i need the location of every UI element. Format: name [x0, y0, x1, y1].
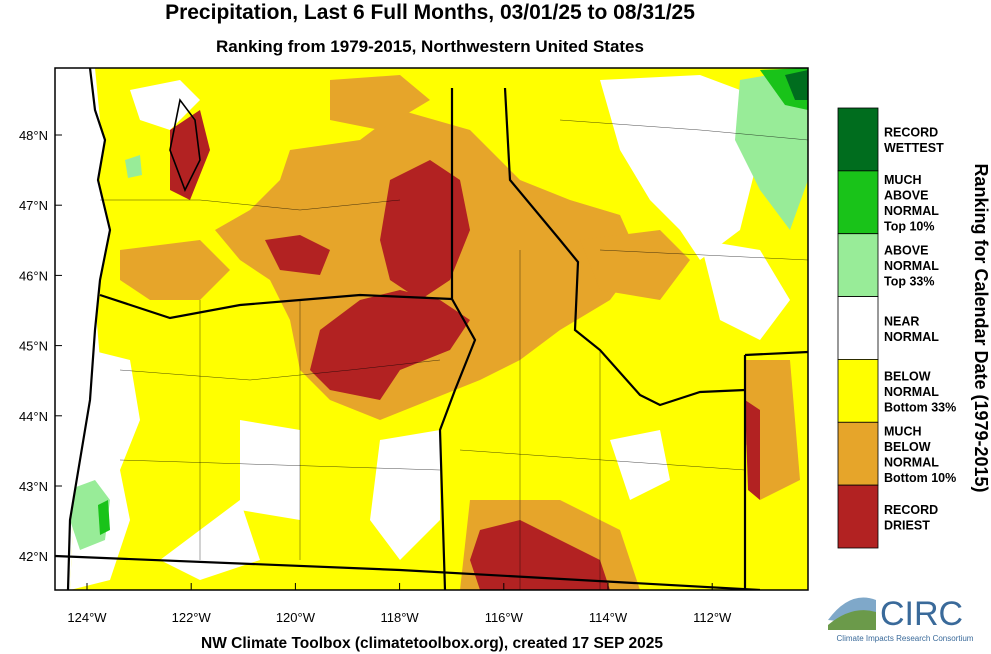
legend-swatch	[837, 170, 879, 235]
lat-label: 43°N	[19, 479, 48, 494]
legend-label: NORMAL	[884, 455, 939, 469]
legend-label: ABOVE	[884, 189, 928, 203]
legend-label: NORMAL	[884, 204, 939, 218]
legend-label: Bottom 10%	[884, 471, 956, 485]
legend-swatch	[837, 107, 879, 172]
lat-label: 45°N	[19, 339, 48, 354]
legend-label: MUCH	[884, 173, 922, 187]
legend-label: Bottom 33%	[884, 400, 956, 414]
legend-label: DRIEST	[884, 518, 930, 532]
legend-swatch	[837, 296, 879, 360]
legend-label: ABOVE	[884, 244, 928, 258]
logo: CIRC Climate Impacts Research Consortium	[828, 595, 974, 643]
legend-label: Top 33%	[884, 275, 934, 289]
map-frame	[54, 67, 809, 591]
lon-label: 122°W	[172, 610, 212, 625]
lat-label: 46°N	[19, 268, 48, 283]
lon-label: 116°W	[485, 610, 524, 625]
legend-swatch	[837, 359, 879, 423]
legend-title: Ranking for Calendar Date (1979-2015)	[971, 163, 991, 492]
lon-label: 112°W	[693, 610, 732, 625]
subtitle: Ranking from 1979-2015, Northwestern Uni…	[216, 37, 644, 56]
lat-label: 42°N	[19, 549, 48, 564]
credit: NW Climate Toolbox (climatetoolbox.org),…	[201, 635, 663, 652]
legend-label: NEAR	[884, 314, 919, 328]
lat-label: 48°N	[19, 128, 48, 143]
map	[55, 68, 808, 590]
legend-label: RECORD	[884, 126, 938, 140]
legend-label: NORMAL	[884, 330, 939, 344]
lon-label: 124°W	[67, 610, 107, 625]
legend-label: MUCH	[884, 424, 922, 438]
lon-label: 114°W	[589, 610, 628, 625]
lat-label: 44°N	[19, 409, 48, 424]
lon-label: 120°W	[276, 610, 316, 625]
legend-label: RECORD	[884, 503, 938, 517]
legend-label: NORMAL	[884, 385, 939, 399]
legend-swatch	[837, 484, 879, 549]
logo-name: CIRC	[880, 595, 963, 633]
title: Precipitation, Last 6 Full Months, 03/01…	[165, 1, 695, 24]
legend-label: WETTEST	[884, 141, 944, 155]
legend-label: NORMAL	[884, 259, 939, 273]
lon-label: 118°W	[380, 610, 419, 625]
legend-label: BELOW	[884, 440, 931, 454]
axis-labels: 48°N 47°N 46°N 45°N 44°N 43°N 42°N 124°W 122°W 12…	[19, 128, 732, 625]
lat-label: 47°N	[19, 198, 48, 213]
legend-label: BELOW	[884, 369, 931, 383]
legend-swatch	[837, 421, 879, 486]
logo-subtitle: Climate Impacts Research Consortium	[837, 634, 974, 643]
legend-swatch	[837, 233, 879, 297]
legend-label: Top 10%	[884, 220, 934, 234]
